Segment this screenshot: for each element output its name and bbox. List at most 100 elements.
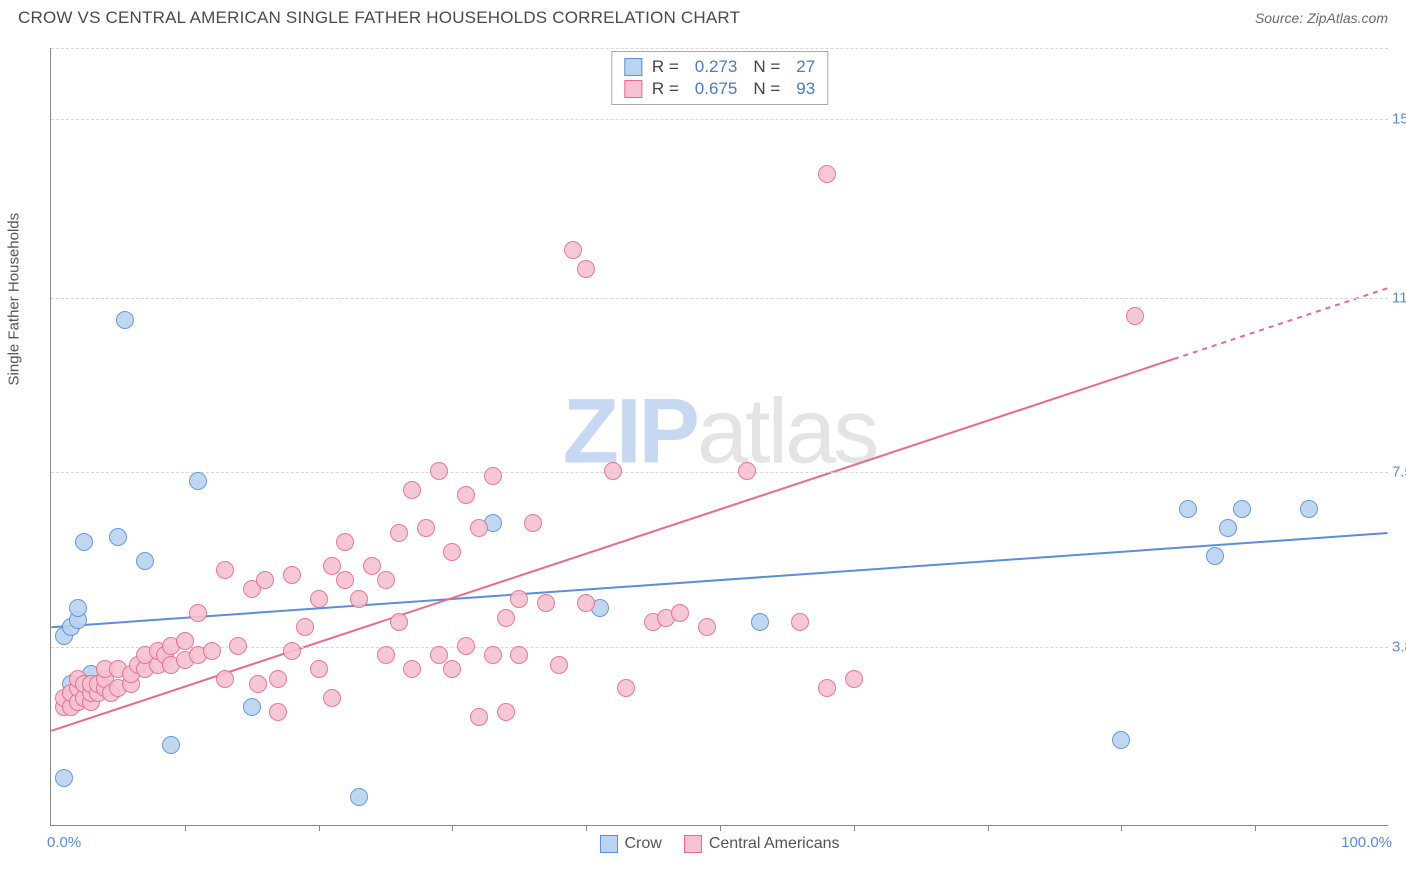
watermark-zip: ZIP: [563, 380, 697, 482]
data-point-crow: [1206, 547, 1224, 565]
data-point-central: [390, 613, 408, 631]
data-point-central: [818, 679, 836, 697]
legend-swatch-crow: [624, 58, 642, 76]
data-point-crow: [1233, 500, 1251, 518]
data-point-central: [323, 689, 341, 707]
y-axis-title: Single Father Households: [6, 213, 23, 386]
data-point-central: [336, 533, 354, 551]
data-point-central: [176, 632, 194, 650]
data-point-central: [430, 462, 448, 480]
legend-row-crow: R = 0.273 N = 27: [624, 56, 815, 78]
y-tick-label: 7.5%: [1392, 464, 1406, 481]
data-point-central: [363, 557, 381, 575]
legend-correlation: R = 0.273 N = 27 R = 0.675 N = 93: [611, 51, 828, 105]
x-tick: [1121, 825, 1122, 831]
data-point-central: [1126, 307, 1144, 325]
data-point-crow: [1300, 500, 1318, 518]
data-point-central: [470, 519, 488, 537]
data-point-central: [377, 571, 395, 589]
data-point-central: [443, 660, 461, 678]
data-point-central: [310, 590, 328, 608]
data-point-central: [216, 561, 234, 579]
legend-label-central: Central Americans: [709, 835, 840, 853]
data-point-central: [698, 618, 716, 636]
data-point-crow: [1179, 500, 1197, 518]
data-point-central: [203, 642, 221, 660]
legend-series: Crow Central Americans: [599, 835, 839, 853]
x-axis-min-label: 0.0%: [47, 834, 81, 851]
r-value-central: 0.675: [695, 79, 738, 99]
x-tick: [854, 825, 855, 831]
data-point-crow: [162, 736, 180, 754]
data-point-central: [283, 566, 301, 584]
data-point-crow: [243, 698, 261, 716]
data-point-crow: [55, 769, 73, 787]
gridline: [51, 48, 1388, 49]
data-point-central: [216, 670, 234, 688]
data-point-central: [564, 241, 582, 259]
data-point-central: [296, 618, 314, 636]
data-point-central: [457, 637, 475, 655]
chart-header: CROW VS CENTRAL AMERICAN SINGLE FATHER H…: [0, 0, 1406, 34]
data-point-central: [537, 594, 555, 612]
data-point-crow: [75, 533, 93, 551]
data-point-crow: [69, 599, 87, 617]
n-label: N =: [753, 79, 780, 99]
gridline: [51, 298, 1388, 299]
data-point-central: [323, 557, 341, 575]
legend-swatch-icon: [684, 835, 702, 853]
x-tick: [720, 825, 721, 831]
data-point-crow: [1112, 731, 1130, 749]
chart-title: CROW VS CENTRAL AMERICAN SINGLE FATHER H…: [18, 8, 740, 28]
x-tick: [185, 825, 186, 831]
x-tick: [452, 825, 453, 831]
data-point-central: [604, 462, 622, 480]
data-point-central: [269, 703, 287, 721]
data-point-central: [845, 670, 863, 688]
data-point-central: [189, 604, 207, 622]
r-label: R =: [652, 79, 679, 99]
r-label: R =: [652, 57, 679, 77]
y-tick-label: 3.8%: [1392, 638, 1406, 655]
data-point-central: [417, 519, 435, 537]
y-tick-label: 15.0%: [1392, 110, 1406, 127]
x-tick: [988, 825, 989, 831]
legend-item-central: Central Americans: [684, 835, 840, 853]
source-name: ZipAtlas.com: [1307, 10, 1388, 26]
legend-row-central: R = 0.675 N = 93: [624, 78, 815, 100]
data-point-crow: [109, 528, 127, 546]
data-point-central: [229, 637, 247, 655]
data-point-central: [403, 481, 421, 499]
data-point-central: [390, 524, 408, 542]
data-point-central: [249, 675, 267, 693]
y-tick-label: 11.2%: [1392, 289, 1406, 306]
data-point-central: [430, 646, 448, 664]
data-point-central: [336, 571, 354, 589]
gridline: [51, 119, 1388, 120]
data-point-central: [510, 646, 528, 664]
data-point-crow: [350, 788, 368, 806]
data-point-central: [738, 462, 756, 480]
data-point-central: [510, 590, 528, 608]
data-point-central: [497, 703, 515, 721]
data-point-central: [818, 165, 836, 183]
data-point-central: [457, 486, 475, 504]
data-point-central: [484, 467, 502, 485]
data-point-central: [577, 594, 595, 612]
x-tick: [586, 825, 587, 831]
legend-label-crow: Crow: [624, 835, 661, 853]
data-point-central: [443, 543, 461, 561]
legend-swatch-icon: [599, 835, 617, 853]
data-point-central: [791, 613, 809, 631]
chart-source: Source: ZipAtlas.com: [1255, 10, 1388, 26]
gridline: [51, 472, 1388, 473]
gridline: [51, 647, 1388, 648]
x-tick: [319, 825, 320, 831]
watermark-atlas: atlas: [697, 380, 876, 482]
n-label: N =: [753, 57, 780, 77]
data-point-central: [577, 260, 595, 278]
r-value-crow: 0.273: [695, 57, 738, 77]
data-point-crow: [189, 472, 207, 490]
plot-area: ZIPatlas R = 0.273 N = 27 R = 0.675 N = …: [50, 48, 1388, 826]
n-value-central: 93: [796, 79, 815, 99]
